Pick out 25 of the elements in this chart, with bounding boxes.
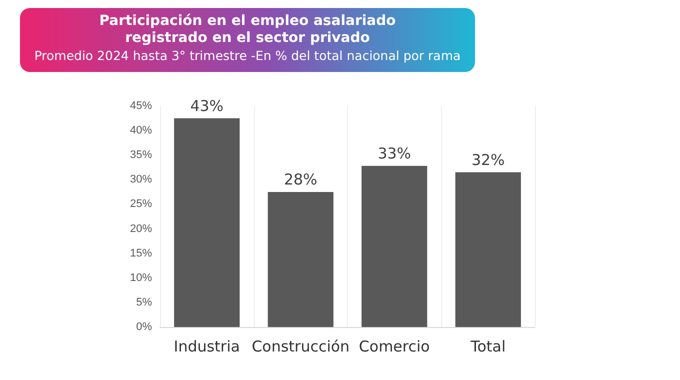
- chart-title: Participación en el empleo asalariado registrado en el sector privado: [98, 13, 397, 47]
- y-tick-label: 45%: [130, 100, 152, 112]
- y-tick-label: 35%: [130, 149, 152, 162]
- x-tick-label: Total: [470, 338, 506, 356]
- y-tick-label: 15%: [130, 247, 152, 260]
- x-tick-label: Construcción: [252, 338, 350, 356]
- y-tick-label: 5%: [136, 296, 152, 308]
- x-tick-label: Industria: [174, 338, 240, 356]
- data-label: 28%: [284, 170, 318, 188]
- title-banner: Participación en el empleo asalariado registrado en el sector privado Promedio 2024 hasta 3° trimestre -En % del total nacional por rama: [20, 8, 475, 72]
- data-label: 33%: [378, 144, 412, 162]
- bar: [174, 118, 240, 327]
- data-label: 32%: [471, 150, 505, 169]
- chart-subtitle: Promedio 2024 hasta 3° trimestre -En % del total nacional por rama: [33, 47, 462, 65]
- y-tick-label: 20%: [130, 222, 152, 235]
- y-tick-label: 0%: [136, 321, 152, 333]
- x-tick-label: Comercio: [358, 338, 430, 356]
- bar: [362, 166, 428, 327]
- y-tick-label: 25%: [130, 198, 152, 210]
- y-tick-label: 30%: [130, 174, 152, 186]
- data-label: 43%: [190, 96, 224, 115]
- y-tick-label: 10%: [130, 272, 152, 284]
- y-tick-label: 40%: [130, 124, 152, 137]
- bar: [268, 192, 334, 327]
- bar: [455, 172, 521, 327]
